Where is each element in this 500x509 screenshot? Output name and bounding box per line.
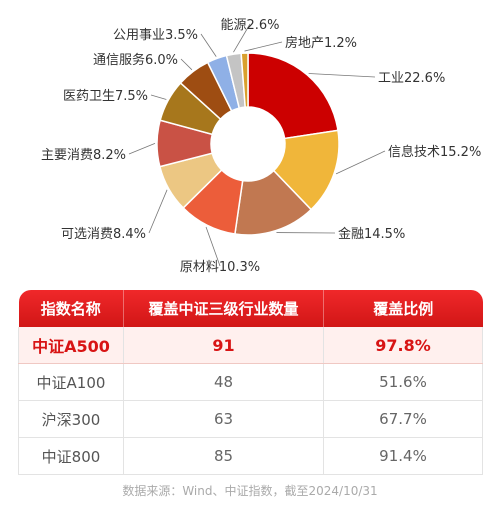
label-industrials: 工业22.6% bbox=[378, 71, 445, 86]
label-energy: 能源2.6% bbox=[220, 18, 279, 33]
slice-real-estate bbox=[240, 52, 249, 108]
leader-line-real-estate bbox=[244, 41, 283, 52]
index-name: 中证A100 bbox=[18, 363, 124, 401]
label-utilities: 公用事业3.5% bbox=[113, 28, 198, 43]
label-materials: 原材料10.3% bbox=[180, 260, 260, 275]
coverage-count: 91 bbox=[123, 327, 324, 364]
source-note: 数据来源：Wind、中证指数，截至2024/10/31 bbox=[122, 484, 378, 498]
index-name: 中证800 bbox=[18, 437, 124, 475]
leader-line-info-tech bbox=[335, 150, 386, 175]
label-consumer-discretionary: 可选消费8.4% bbox=[61, 227, 146, 242]
leader-line-communication-services bbox=[180, 58, 193, 71]
coverage-ratio: 67.7% bbox=[323, 400, 483, 438]
header-coverage-ratio: 覆盖比例 bbox=[323, 290, 483, 327]
leader-line-materials bbox=[205, 226, 221, 267]
header-coverage-count: 覆盖中证三级行业数量 bbox=[123, 290, 324, 327]
label-info-tech: 信息技术15.2% bbox=[388, 144, 481, 160]
coverage-count: 85 bbox=[123, 437, 324, 475]
coverage-count: 48 bbox=[123, 363, 324, 401]
coverage-count: 63 bbox=[123, 400, 324, 438]
label-financials: 金融14.5% bbox=[338, 226, 405, 242]
donut-chart: 工业22.6% 信息技术15.2% 金融14.5% 原材料10.3% 可选消费8.4% 主… bbox=[41, 18, 481, 275]
label-healthcare: 医药卫生7.5% bbox=[63, 89, 148, 104]
label-communication-services: 通信服务6.0% bbox=[93, 52, 178, 68]
coverage-ratio: 97.8% bbox=[323, 327, 483, 364]
coverage-ratio: 91.4% bbox=[323, 437, 483, 475]
leader-line-consumer-discretionary bbox=[148, 189, 168, 234]
label-real-estate: 房地产1.2% bbox=[285, 35, 357, 51]
coverage-ratio: 51.6% bbox=[323, 363, 483, 401]
table-row: 沪深300 63 67.7% bbox=[18, 400, 483, 438]
leader-line-healthcare bbox=[150, 94, 167, 100]
coverage-table: 指数名称 覆盖中证三级行业数量 覆盖比例 中证A500 91 97.8% 中证A… bbox=[18, 290, 483, 475]
table-row: 中证A500 91 97.8% bbox=[18, 327, 483, 364]
leader-line-industrials bbox=[308, 73, 376, 78]
slice-industrials bbox=[247, 52, 339, 140]
table-row: 中证A100 48 51.6% bbox=[18, 363, 483, 401]
table-header-row: 指数名称 覆盖中证三级行业数量 覆盖比例 bbox=[18, 290, 483, 327]
label-consumer-staples: 主要消费8.2% bbox=[41, 148, 126, 163]
header-index-name: 指数名称 bbox=[18, 290, 124, 327]
leader-line-energy bbox=[233, 23, 251, 53]
index-name: 沪深300 bbox=[18, 400, 124, 438]
leader-line-consumer-staples bbox=[128, 143, 156, 155]
table-row: 中证800 85 91.4% bbox=[18, 437, 483, 475]
leader-line-utilities bbox=[200, 33, 217, 57]
index-name: 中证A500 bbox=[18, 327, 124, 364]
